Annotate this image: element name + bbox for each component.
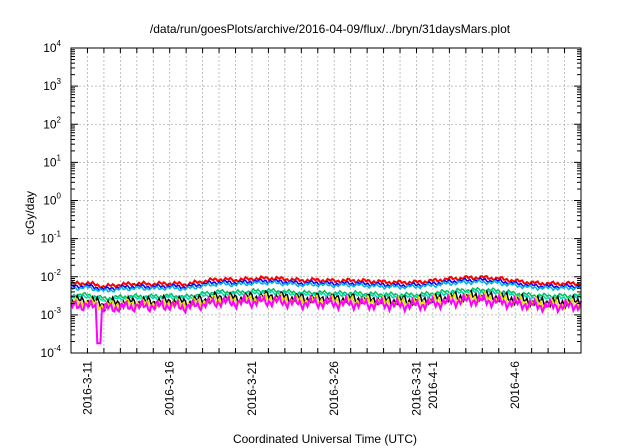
y-tick-exponent: 3 <box>57 77 62 86</box>
x-tick-label: 2016-3-31 <box>409 361 423 416</box>
x-axis-label: Coordinated Universal Time (UTC) <box>233 432 417 446</box>
y-tick-exponent: 0 <box>57 192 62 201</box>
y-tick-label: 101 <box>43 153 61 169</box>
y-tick-exponent: 2 <box>57 115 62 124</box>
y-tick-base: 10 <box>43 41 57 55</box>
y-tick-exponent: 4 <box>57 39 62 48</box>
series-group <box>70 275 582 345</box>
y-tick-label: 10-2 <box>41 268 62 284</box>
x-tick-label: 2016-4-6 <box>508 361 522 409</box>
y-tick-label: 103 <box>43 77 61 93</box>
y-tick-base: 10 <box>41 308 55 322</box>
y-tick-label: 10-4 <box>41 344 62 360</box>
y-tick-exponent: -3 <box>54 306 62 315</box>
y-tick-label: 10-3 <box>41 306 62 322</box>
x-tick-label: 2016-3-16 <box>163 361 177 416</box>
x-tick-labels: 2016-3-11 2016-3-16 2016-3-21 2016-3-26 2016… <box>80 361 522 416</box>
ticks <box>71 47 581 354</box>
y-tick-base: 10 <box>41 346 55 360</box>
series-line <box>70 278 582 293</box>
y-tick-exponent: 1 <box>57 153 62 162</box>
y-tick-base: 10 <box>41 270 55 284</box>
y-tick-base: 10 <box>43 79 57 93</box>
y-tick-base: 10 <box>41 232 55 246</box>
grid <box>71 48 581 353</box>
y-tick-label: 104 <box>43 39 61 55</box>
x-tick-label: 2016-4-1 <box>426 361 440 409</box>
y-tick-base: 10 <box>43 155 57 169</box>
series-line <box>70 286 582 301</box>
y-tick-exponent: -1 <box>54 230 62 239</box>
y-tick-label: 10-1 <box>41 230 62 246</box>
y-tick-base: 10 <box>43 194 57 208</box>
x-tick-label: 2016-3-21 <box>245 361 259 416</box>
x-tick-label: 2016-3-26 <box>327 361 341 416</box>
x-tick-label: 2016-3-11 <box>80 361 94 415</box>
series-line <box>70 291 582 345</box>
chart-title: /data/run/goesPlots/archive/2016-04-09/f… <box>150 22 511 36</box>
y-tick-label: 100 <box>43 192 61 208</box>
y-axis-label: cGy/day <box>23 191 37 235</box>
y-tick-base: 10 <box>43 117 57 131</box>
y-tick-exponent: -2 <box>54 268 62 277</box>
y-tick-exponent: -4 <box>54 344 62 353</box>
y-tick-label: 102 <box>43 115 61 131</box>
